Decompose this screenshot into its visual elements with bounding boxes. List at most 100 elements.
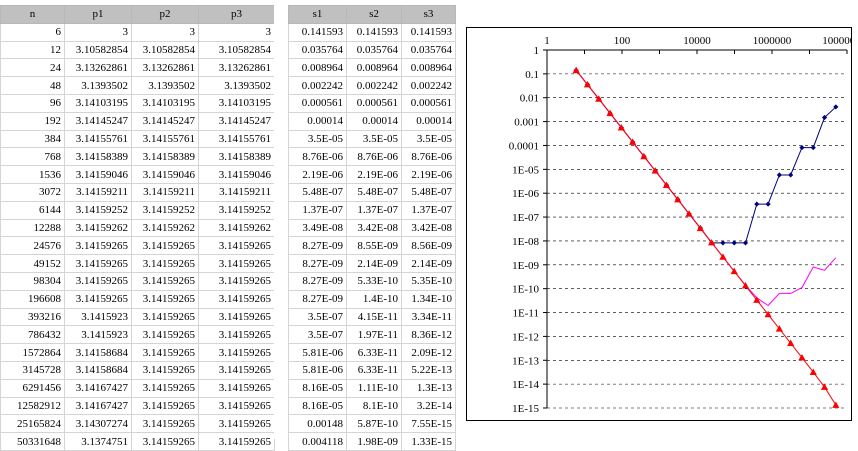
- cell[interactable]: 3.1393502: [198, 76, 275, 95]
- cell[interactable]: 0.000561: [401, 93, 456, 113]
- cell[interactable]: 3.10582854: [198, 40, 275, 60]
- cell[interactable]: 1536: [0, 165, 65, 184]
- cell[interactable]: 3.14159252: [131, 200, 199, 220]
- cell[interactable]: 768: [0, 147, 65, 167]
- cell[interactable]: 0.00014: [346, 111, 402, 131]
- cell[interactable]: 3.14103195: [64, 93, 132, 113]
- cell[interactable]: 3.14159211: [131, 182, 199, 202]
- cell[interactable]: 1.4E-10: [346, 289, 402, 309]
- cell[interactable]: 8.27E-09: [288, 271, 347, 291]
- cell[interactable]: 3.14158389: [131, 147, 199, 167]
- cell[interactable]: 1.98E-09: [346, 432, 402, 451]
- cell[interactable]: 384: [0, 129, 65, 149]
- cell[interactable]: 25165824: [0, 414, 65, 434]
- cell[interactable]: 3.14103195: [198, 93, 275, 113]
- column-header[interactable]: p1: [64, 5, 132, 24]
- cell[interactable]: 3.14159262: [64, 218, 132, 238]
- cell[interactable]: 3.14159265: [131, 271, 199, 291]
- cell[interactable]: 3.14159262: [131, 218, 199, 238]
- cell[interactable]: 0.00014: [288, 111, 347, 131]
- cell[interactable]: 8.1E-10: [346, 396, 402, 416]
- cell[interactable]: 0.000561: [346, 93, 402, 113]
- cell[interactable]: 3.2E-14: [401, 396, 456, 416]
- cell[interactable]: 0.035764: [346, 40, 402, 60]
- cell[interactable]: 5.48E-07: [346, 182, 402, 202]
- cell[interactable]: 3.5E-07: [288, 325, 347, 345]
- cell[interactable]: 3.14159265: [198, 396, 275, 416]
- column-header[interactable]: s2: [346, 5, 402, 24]
- cell[interactable]: 1.11E-10: [346, 378, 402, 398]
- cell[interactable]: 6.33E-11: [346, 360, 402, 380]
- cell[interactable]: 6144: [0, 200, 65, 220]
- cell[interactable]: 0.008964: [346, 58, 402, 78]
- error-chart[interactable]: 1 0.1 0.01 0.001 0.0001 1E-05 1E-06 1E-07 1E-08 1…: [466, 27, 852, 421]
- cell[interactable]: 7.55E-15: [401, 414, 456, 434]
- cell[interactable]: 3.14159265: [131, 396, 199, 416]
- cell[interactable]: 3.14159265: [64, 254, 132, 273]
- cell[interactable]: 1.37E-07: [401, 200, 456, 220]
- cell[interactable]: 0.035764: [401, 40, 456, 60]
- cell[interactable]: 12582912: [0, 396, 65, 416]
- cell[interactable]: 0.00148: [288, 414, 347, 434]
- cell[interactable]: 3.13262861: [64, 58, 132, 78]
- cell[interactable]: 3.14307274: [64, 414, 132, 434]
- cell[interactable]: 3.14159265: [131, 414, 199, 434]
- cell[interactable]: 3.1415923: [64, 325, 132, 345]
- cell[interactable]: 3: [64, 22, 132, 42]
- cell[interactable]: 3.14159262: [198, 218, 275, 238]
- cell[interactable]: 8.27E-09: [288, 254, 347, 273]
- cell[interactable]: 6291456: [0, 378, 65, 398]
- cell[interactable]: 8.16E-05: [288, 378, 347, 398]
- cell[interactable]: 3.14159265: [198, 254, 275, 273]
- cell[interactable]: 8.27E-09: [288, 289, 347, 309]
- cell[interactable]: 3.14159265: [64, 236, 132, 256]
- cell[interactable]: 3.14159265: [131, 236, 199, 256]
- cell[interactable]: 3.14159265: [198, 432, 275, 451]
- cell[interactable]: 3.1415923: [64, 307, 132, 327]
- cell[interactable]: 5.35E-10: [401, 271, 456, 291]
- cell[interactable]: 96: [0, 93, 65, 113]
- cell[interactable]: 3.14155761: [64, 129, 132, 149]
- cell[interactable]: 3.14158684: [64, 360, 132, 380]
- cell[interactable]: 3.14159046: [198, 165, 275, 184]
- cell[interactable]: 0.002242: [401, 76, 456, 95]
- cell[interactable]: 192: [0, 111, 65, 131]
- cell[interactable]: 3.34E-11: [401, 307, 456, 327]
- cell[interactable]: 3.5E-05: [346, 129, 402, 149]
- cell[interactable]: 0.141593: [346, 22, 402, 42]
- cell[interactable]: 3.14159265: [198, 414, 275, 434]
- cell[interactable]: 3.14159265: [198, 289, 275, 309]
- cell[interactable]: 3: [131, 22, 199, 42]
- cell[interactable]: 3.10582854: [64, 40, 132, 60]
- cell[interactable]: 5.33E-10: [346, 271, 402, 291]
- cell[interactable]: 8.16E-05: [288, 396, 347, 416]
- cell[interactable]: 2.09E-12: [401, 343, 456, 362]
- cell[interactable]: 3.14159265: [131, 289, 199, 309]
- cell[interactable]: 3072: [0, 182, 65, 202]
- cell[interactable]: 3.5E-05: [288, 129, 347, 149]
- cell[interactable]: 3.14159265: [198, 236, 275, 256]
- cell[interactable]: 3.14159265: [64, 271, 132, 291]
- column-header[interactable]: s3: [401, 5, 456, 24]
- cell[interactable]: 0.002242: [346, 76, 402, 95]
- cell[interactable]: 0.141593: [288, 22, 347, 42]
- cell[interactable]: 3.49E-08: [288, 218, 347, 238]
- cell[interactable]: 1.97E-11: [346, 325, 402, 345]
- cell[interactable]: 3.14103195: [131, 93, 199, 113]
- cell[interactable]: 3.13262861: [198, 58, 275, 78]
- cell[interactable]: 3.14167427: [64, 396, 132, 416]
- cell[interactable]: 3.14159265: [131, 307, 199, 327]
- cell[interactable]: 2.19E-06: [288, 165, 347, 184]
- cell[interactable]: 3.14159265: [131, 378, 199, 398]
- cell[interactable]: 3.14159265: [131, 254, 199, 273]
- cell[interactable]: 6: [0, 22, 65, 42]
- cell[interactable]: 3.14159265: [131, 360, 199, 380]
- cell[interactable]: 3.14145247: [198, 111, 275, 131]
- cell[interactable]: 1.34E-10: [401, 289, 456, 309]
- cell[interactable]: 3.14159265: [198, 325, 275, 345]
- cell[interactable]: 8.76E-06: [288, 147, 347, 167]
- cell[interactable]: 3.42E-08: [346, 218, 402, 238]
- cell[interactable]: 3.14159265: [131, 325, 199, 345]
- cell[interactable]: 3.10582854: [131, 40, 199, 60]
- cell[interactable]: 8.36E-12: [401, 325, 456, 345]
